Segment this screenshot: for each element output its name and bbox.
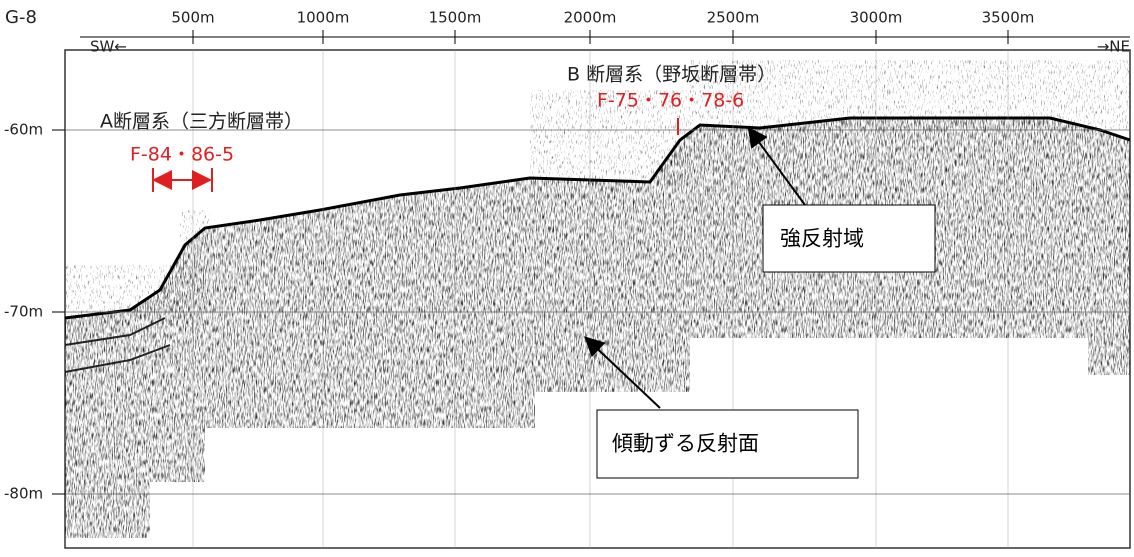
depth-tick-label: -60m <box>4 121 43 139</box>
distance-tick-label: 2000m <box>564 9 617 27</box>
callout-tilted-reflector: 傾動ずる反射面 <box>612 432 759 456</box>
distance-tick-label: 3500m <box>982 9 1035 27</box>
fault-a-name: A断層系（三方断層帯） <box>100 111 303 133</box>
fault-b-faults: F-75・76・78-6 <box>597 90 744 112</box>
seismic-profile: G-8 SW← →NE A断層系（三方断層帯） F-84・86-5 B 断層系（… <box>0 0 1134 553</box>
direction-left: SW← <box>90 38 127 56</box>
profile-id: G-8 <box>5 7 37 28</box>
callout-strong-reflection: 強反射域 <box>780 227 864 251</box>
direction-right: →NE <box>1097 38 1130 56</box>
depth-tick-label: -70m <box>4 303 43 321</box>
distance-tick-label: 2500m <box>707 9 760 27</box>
distance-tick-label: 3000m <box>850 9 903 27</box>
depth-tick-label: -80m <box>4 485 43 503</box>
fault-b-name: B 断層系（野坂断層帯） <box>567 64 776 86</box>
distance-tick-label: 500m <box>171 9 214 27</box>
fault-a-faults: F-84・86-5 <box>130 144 234 166</box>
distance-tick-label: 1500m <box>429 9 482 27</box>
distance-tick-label: 1000m <box>297 9 350 27</box>
